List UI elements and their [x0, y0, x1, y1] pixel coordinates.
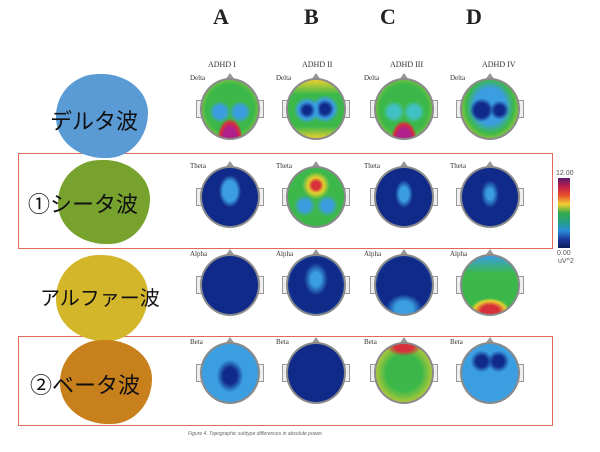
- nose-icon: [225, 161, 235, 168]
- scalp-map: [200, 254, 260, 316]
- nose-icon: [311, 337, 321, 344]
- band-label: Beta: [450, 338, 463, 346]
- topomap-theta-3: [370, 160, 438, 232]
- subtype-label: ADHD I: [208, 60, 236, 69]
- subtype-label: ADHD III: [390, 60, 424, 69]
- nose-icon: [311, 161, 321, 168]
- nose-icon: [225, 73, 235, 80]
- column-header-a: A: [213, 4, 229, 29]
- band-label: Beta: [190, 338, 203, 346]
- subtype-label: ADHD IV: [482, 60, 516, 69]
- row-label-alpha: アルファー波: [40, 286, 160, 310]
- nose-icon: [311, 73, 321, 80]
- topomap-theta-2: [282, 160, 350, 232]
- band-label: Alpha: [450, 250, 468, 258]
- band-label: Delta: [190, 74, 206, 82]
- nose-icon: [311, 249, 321, 256]
- nose-icon: [485, 161, 495, 168]
- band-label: Beta: [276, 338, 289, 346]
- nose-icon: [225, 249, 235, 256]
- column-header-b: B: [304, 4, 319, 29]
- band-label: Theta: [190, 162, 206, 170]
- topomap-alpha-1: [196, 248, 264, 320]
- band-label: Alpha: [276, 250, 294, 258]
- nose-icon: [225, 337, 235, 344]
- row-label-theta: ①シータ波: [28, 193, 139, 218]
- scalp-map: [200, 78, 260, 140]
- column-header-d: D: [466, 4, 482, 29]
- scalp-map: [374, 254, 434, 316]
- scalp-map: [286, 78, 346, 140]
- nose-icon: [485, 337, 495, 344]
- scale-max: 12.00: [556, 170, 574, 177]
- beta-blob: [60, 340, 152, 424]
- theta-blob: [58, 160, 150, 244]
- topomap-beta-1: [196, 336, 264, 408]
- nose-icon: [485, 73, 495, 80]
- topomap-alpha-4: [456, 248, 524, 320]
- band-label: Alpha: [190, 250, 208, 258]
- scale-min: 0.00: [557, 250, 571, 257]
- nose-icon: [399, 161, 409, 168]
- column-header-c: C: [380, 4, 396, 29]
- band-label: Theta: [276, 162, 292, 170]
- band-label: Delta: [450, 74, 466, 82]
- topomap-alpha-2: [282, 248, 350, 320]
- highlight-box-theta: [18, 153, 553, 249]
- band-label: Beta: [364, 338, 377, 346]
- nose-icon: [399, 73, 409, 80]
- row-label-delta: デルタ波: [50, 110, 139, 135]
- scalp-map: [200, 342, 260, 404]
- scalp-map: [460, 342, 520, 404]
- topomap-delta-2: [282, 72, 350, 144]
- band-label: Alpha: [364, 250, 382, 258]
- topomap-delta-3: [370, 72, 438, 144]
- topomap-alpha-3: [370, 248, 438, 320]
- topomap-beta-3: [370, 336, 438, 408]
- delta-blob: [56, 74, 148, 158]
- topomap-delta-1: [196, 72, 264, 144]
- highlight-box-beta: [18, 336, 553, 426]
- scalp-map: [286, 254, 346, 316]
- scalp-map: [286, 166, 346, 228]
- topomap-delta-4: [456, 72, 524, 144]
- nose-icon: [399, 337, 409, 344]
- topomap-beta-2: [282, 336, 350, 408]
- scalp-map: [374, 166, 434, 228]
- scalp-map: [286, 342, 346, 404]
- band-label: Delta: [364, 74, 380, 82]
- color-scale-bar: [558, 178, 570, 248]
- row-label-beta: ②ベータ波: [30, 374, 141, 399]
- band-label: Theta: [364, 162, 380, 170]
- nose-icon: [485, 249, 495, 256]
- scalp-map: [374, 78, 434, 140]
- scalp-map: [200, 166, 260, 228]
- scalp-map: [460, 254, 520, 316]
- alpha-blob: [56, 255, 148, 341]
- scalp-map: [374, 342, 434, 404]
- scalp-map: [460, 78, 520, 140]
- topomap-theta-1: [196, 160, 264, 232]
- band-label: Theta: [450, 162, 466, 170]
- nose-icon: [399, 249, 409, 256]
- scale-unit: uV^2: [558, 258, 574, 265]
- topomap-theta-4: [456, 160, 524, 232]
- scalp-map: [460, 166, 520, 228]
- band-label: Delta: [276, 74, 292, 82]
- topomap-beta-4: [456, 336, 524, 408]
- subtype-label: ADHD II: [302, 60, 333, 69]
- figure-caption: Figure 4. Topographic subtype difference…: [188, 431, 323, 437]
